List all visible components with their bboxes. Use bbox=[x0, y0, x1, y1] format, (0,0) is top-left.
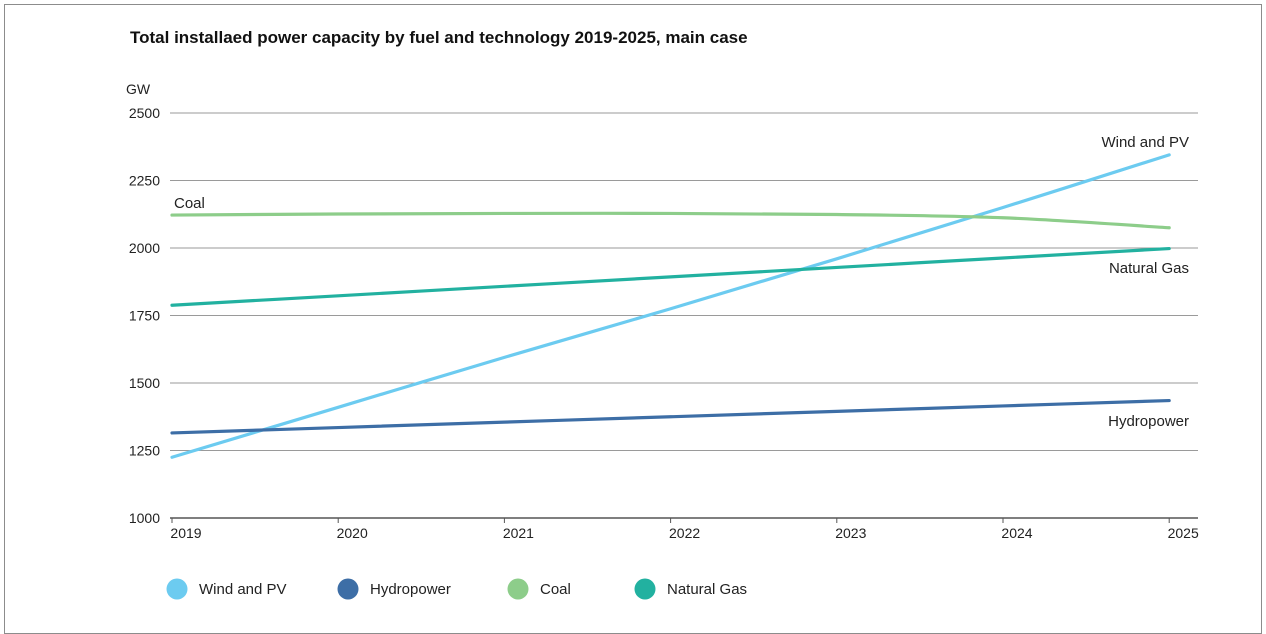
y-tick-label: 1750 bbox=[129, 308, 160, 324]
legend: Wind and PV Hydropower Coal Natural Gas bbox=[166, 578, 747, 600]
y-tick-label: 1250 bbox=[129, 443, 160, 459]
y-tick-labels: 1000 1250 1500 1750 2000 2250 2500 bbox=[129, 105, 160, 526]
legend-marker-natural-gas bbox=[634, 578, 656, 600]
x-tick-label: 2023 bbox=[835, 525, 866, 541]
legend-label-wind-and-pv: Wind and PV bbox=[199, 581, 287, 598]
legend-label-hydropower: Hydropower bbox=[370, 581, 451, 598]
legend-label-coal: Coal bbox=[540, 581, 571, 598]
legend-marker-hydropower bbox=[337, 578, 359, 600]
y-tick-label: 2250 bbox=[129, 173, 160, 189]
annotation-coal: Coal bbox=[174, 195, 205, 212]
series-line-natural-gas bbox=[170, 246, 1171, 307]
y-tick-label: 1000 bbox=[129, 510, 160, 526]
annotation-wind-and-pv: Wind and PV bbox=[1101, 134, 1189, 151]
x-tick-label: 2019 bbox=[170, 525, 201, 541]
y-tick-label: 2000 bbox=[129, 240, 160, 256]
y-tick-label: 2500 bbox=[129, 105, 160, 121]
legend-marker-wind-and-pv bbox=[166, 578, 188, 600]
series-annotations: Wind and PV Coal Natural Gas Hydropower bbox=[174, 134, 1189, 430]
series-line-coal bbox=[170, 211, 1171, 230]
y-axis-unit: GW bbox=[126, 81, 151, 97]
series-line-hydropower bbox=[170, 398, 1171, 435]
y-tick-label: 1500 bbox=[129, 375, 160, 391]
series-line-wind-and-pv bbox=[170, 153, 1171, 459]
chart-title: Total installaed power capacity by fuel … bbox=[130, 28, 748, 47]
x-tick-label: 2024 bbox=[1001, 525, 1032, 541]
legend-label-natural-gas: Natural Gas bbox=[667, 581, 747, 598]
legend-marker-coal bbox=[507, 578, 529, 600]
x-tick-label: 2022 bbox=[669, 525, 700, 541]
x-tick-labels: 2019 2020 2021 2022 2023 2024 2025 bbox=[170, 518, 1199, 541]
series-lines bbox=[170, 153, 1171, 459]
annotation-natural-gas: Natural Gas bbox=[1109, 260, 1189, 277]
x-tick-label: 2020 bbox=[337, 525, 368, 541]
x-tick-label: 2021 bbox=[503, 525, 534, 541]
annotation-hydropower: Hydropower bbox=[1108, 413, 1189, 430]
grid-lines bbox=[170, 112, 1198, 519]
x-tick-label: 2025 bbox=[1168, 525, 1199, 541]
